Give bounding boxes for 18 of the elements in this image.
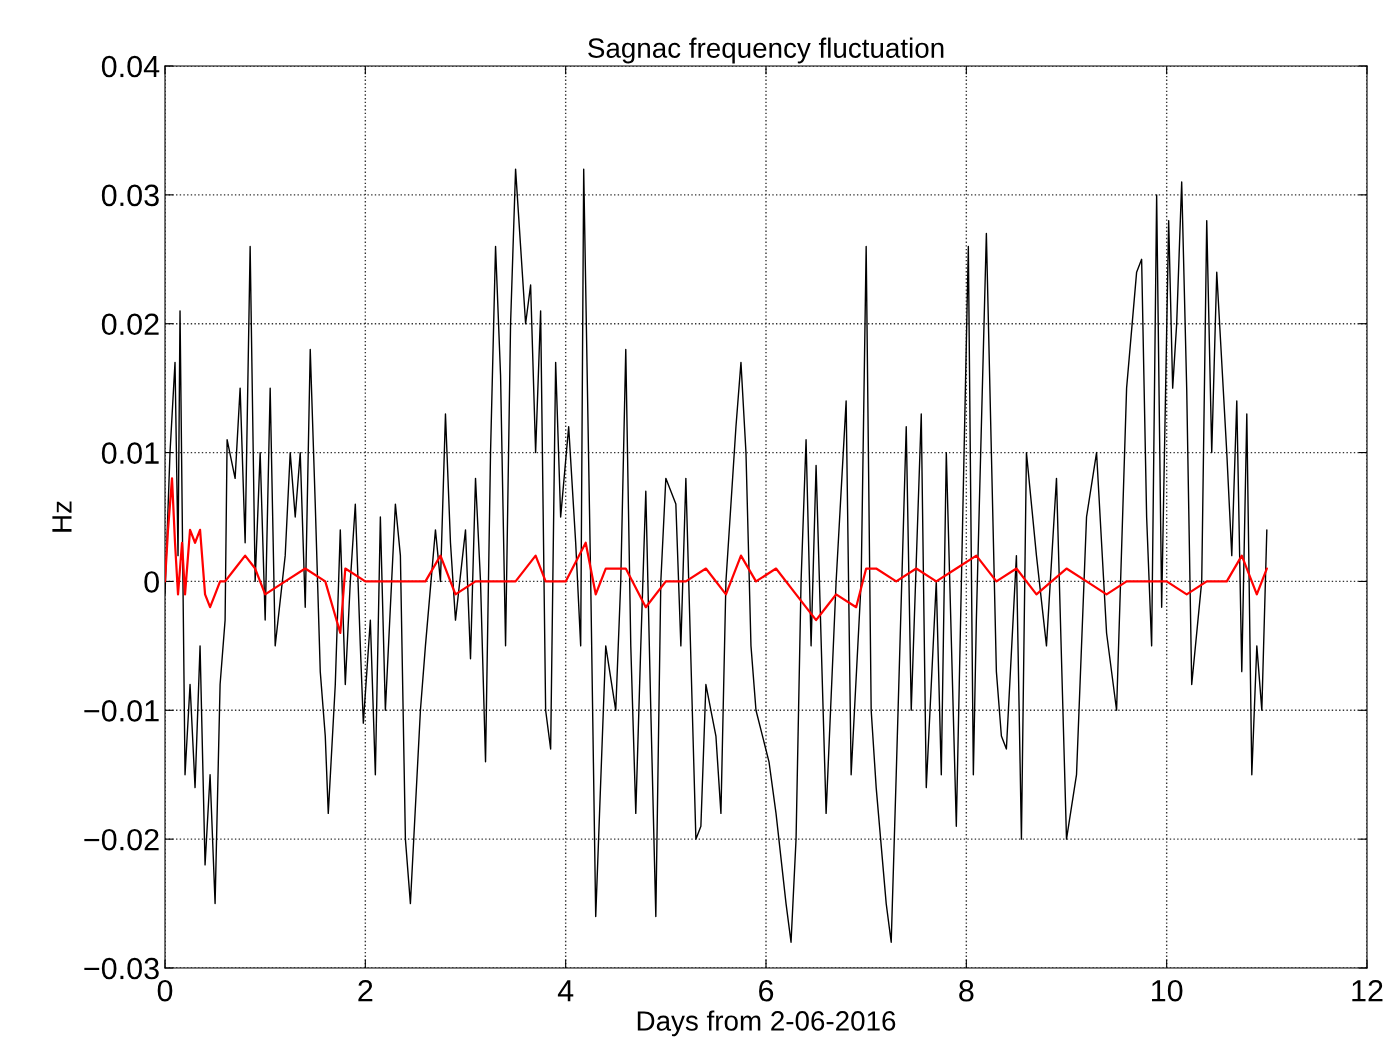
y-axis-title: Hz (52, 501, 72, 532)
line-series (165, 477, 1268, 635)
x-tick-label: 10 (1152, 979, 1183, 1002)
y-tick-label: 0 (144, 571, 159, 593)
x-tick-label: 8 (959, 979, 974, 1002)
x-tick-label: 2 (358, 979, 373, 1002)
y-tick-label: 0.03 (101, 184, 159, 207)
y-tick-label: −0.02 (84, 828, 159, 851)
x-tick-label: 4 (557, 980, 574, 1002)
x-tick-label: 6 (759, 979, 774, 1002)
y-tick-label: 0.04 (101, 55, 160, 78)
x-tick-label: 12 (1352, 979, 1383, 1002)
y-tick-label: 0.01 (101, 442, 159, 464)
x-axis-title: Days from 2-06-2016 (637, 1010, 896, 1037)
y-tick-label: −0.03 (84, 957, 159, 980)
y-tick-label: 0.02 (101, 313, 159, 336)
y-tick-label: −0.01 (84, 700, 159, 722)
chart-title: Sagnac frequency fluctuation (588, 37, 944, 64)
